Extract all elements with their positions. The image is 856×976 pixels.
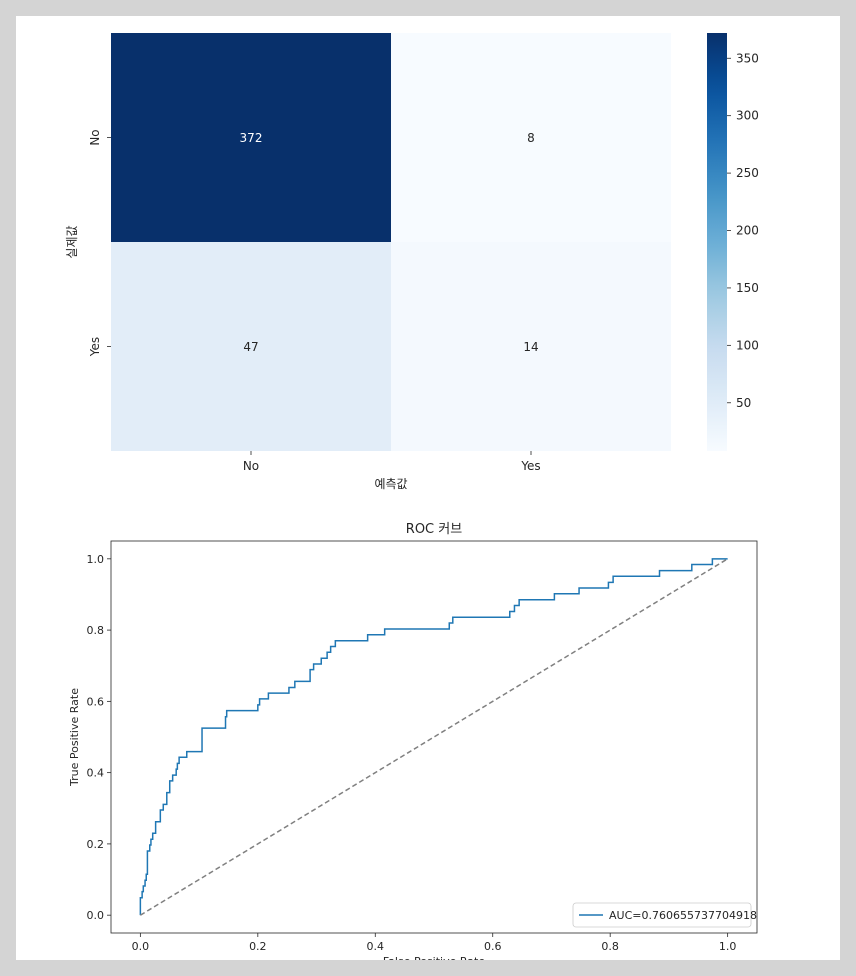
roc-chart: ROC 커브 0.0 0.2 0.4 0.6 0.8 1.0 0.0 0.2 0.4 0.6 0.8 1… — [68, 522, 758, 960]
heatmap-cell-0-1 — [391, 33, 671, 242]
roc-legend-label: AUC=0.760655737704918 — [609, 909, 757, 922]
roc-xlabel: False Positive Rate — [383, 955, 485, 960]
roc-ytick-label-0: 0.0 — [87, 909, 105, 922]
roc-ytick-label-1: 0.2 — [87, 838, 105, 851]
heatmap-cell-1-0 — [111, 242, 391, 451]
colorbar-tick-label-4: 250 — [736, 166, 759, 180]
roc-ytick-label-5: 1.0 — [87, 553, 105, 566]
heatmap-cell-label-0-1: 8 — [527, 131, 535, 145]
figure: 372 8 47 14 No Yes No Yes 예측값 실제값 50 100 150 200 250 3… — [16, 16, 840, 960]
heatmap-ytick-label-1: Yes — [88, 337, 102, 357]
confusion-matrix-heatmap: 372 8 47 14 No Yes No Yes 예측값 실제값 — [65, 33, 671, 491]
roc-ytick-label-4: 0.8 — [87, 624, 105, 637]
colorbar-tick-label-5: 300 — [736, 109, 759, 123]
heatmap-xlabel: 예측값 — [374, 477, 407, 491]
heatmap-ytick-label-0: No — [88, 129, 102, 145]
colorbar-bar — [707, 33, 727, 451]
roc-diagonal-line — [139, 558, 729, 916]
roc-curve-line — [139, 558, 728, 916]
roc-xtick-label-4: 0.8 — [601, 940, 619, 953]
roc-ytick-label-2: 0.4 — [87, 767, 105, 780]
roc-xtick-label-5: 1.0 — [719, 940, 737, 953]
heatmap-cell-1-1 — [391, 242, 671, 451]
colorbar-tick-label-1: 100 — [736, 338, 759, 352]
roc-ylabel: True Positive Rate — [68, 688, 81, 787]
roc-xtick-label-1: 0.2 — [249, 940, 267, 953]
roc-axes-frame — [110, 540, 758, 934]
heatmap-cell-0-0 — [111, 33, 391, 242]
heatmap-cell-label-0-0: 372 — [240, 131, 263, 145]
heatmap-xtick-label-0: No — [243, 459, 259, 473]
roc-ytick-label-3: 0.6 — [87, 695, 105, 708]
heatmap-ylabel: 실제값 — [65, 225, 79, 258]
colorbar-tick-label-6: 350 — [736, 51, 759, 65]
roc-title: ROC 커브 — [406, 522, 462, 537]
roc-xtick-label-3: 0.6 — [484, 940, 502, 953]
heatmap-cell-label-1-0: 47 — [243, 340, 258, 354]
colorbar: 50 100 150 200 250 300 350 — [707, 33, 759, 451]
colorbar-tick-label-2: 150 — [736, 281, 759, 295]
roc-xtick-label-2: 0.4 — [367, 940, 385, 953]
heatmap-cell-label-1-1: 14 — [523, 340, 538, 354]
heatmap-xtick-label-1: Yes — [520, 459, 540, 473]
colorbar-tick-label-3: 200 — [736, 224, 759, 238]
roc-xtick-label-0: 0.0 — [132, 940, 150, 953]
colorbar-tick-label-0: 50 — [736, 396, 751, 410]
roc-legend-box — [572, 902, 752, 928]
figure-canvas: 372 8 47 14 No Yes No Yes 예측값 실제값 50 100 150 200 250 3… — [65, 33, 759, 960]
